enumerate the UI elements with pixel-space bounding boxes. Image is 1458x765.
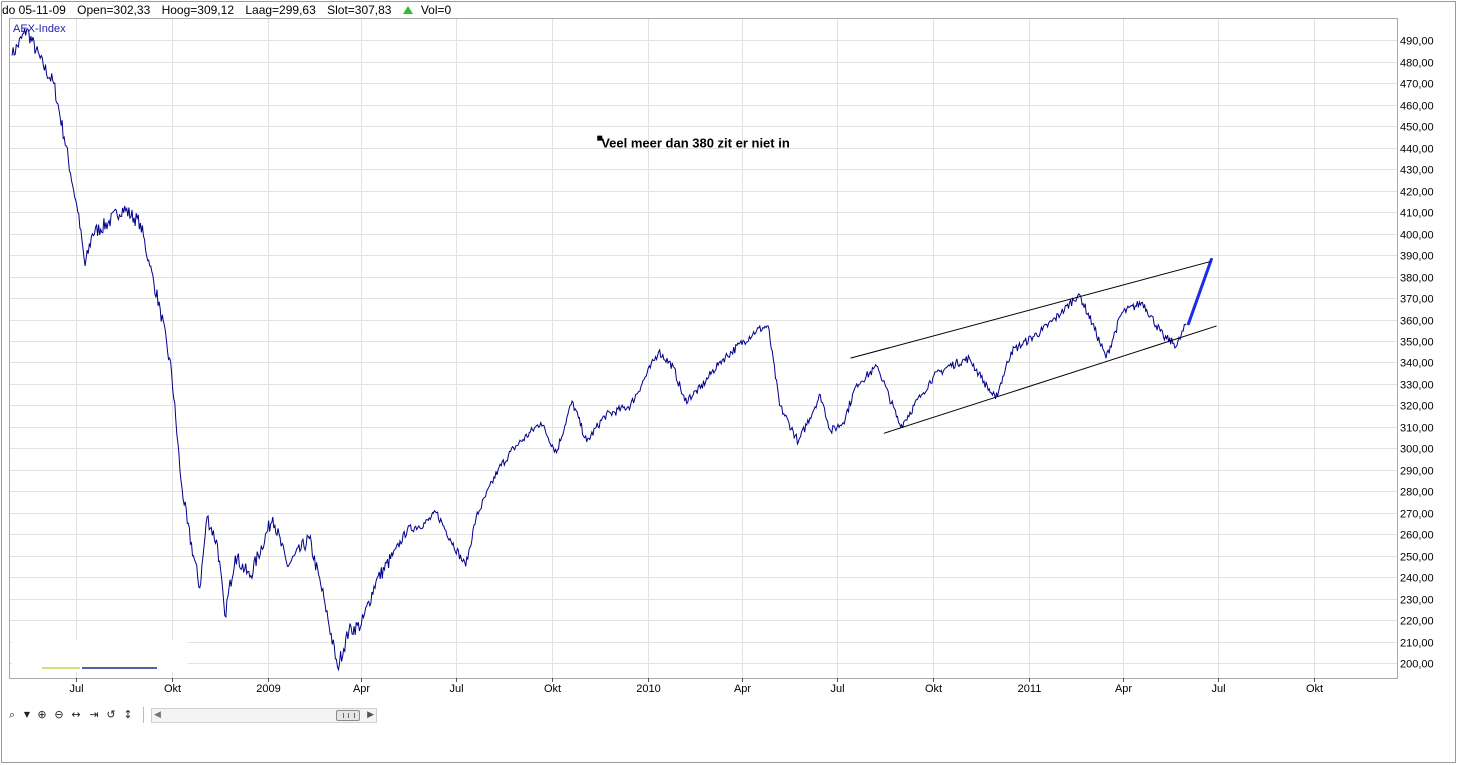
- y-tick-label: 290,00: [1400, 466, 1434, 478]
- y-tick-label: 250,00: [1400, 552, 1434, 564]
- scroll-grip-icon: [343, 713, 355, 718]
- fit-horizontal-icon[interactable]: ↔: [71, 708, 81, 721]
- y-tick-label: 260,00: [1400, 530, 1434, 542]
- date-readout: do 05-11-09: [2, 3, 66, 17]
- y-tick-label: 320,00: [1400, 401, 1434, 413]
- y-tick-label: 340,00: [1400, 358, 1434, 370]
- y-tick-label: 360,00: [1400, 316, 1434, 328]
- grid: [10, 19, 1397, 678]
- y-tick-label: 230,00: [1400, 595, 1434, 607]
- y-tick-label: 280,00: [1400, 487, 1434, 499]
- price-chart[interactable]: 200,00 210,00 220,00 230,00 240,00 250,00 260,…: [0, 0, 1458, 706]
- y-tick-label: 330,00: [1400, 380, 1434, 392]
- y-tick-label: 390,00: [1400, 251, 1434, 263]
- x-tick-label: Apr: [353, 683, 370, 695]
- y-tick-label: 410,00: [1400, 208, 1434, 220]
- y-tick-label: 270,00: [1400, 509, 1434, 521]
- x-tick-label: Okt: [1306, 683, 1323, 695]
- annotation: Veel meer dan 380 zit er niet in: [597, 135, 790, 151]
- low-readout: Laag=299,63: [245, 3, 316, 17]
- y-tick-label: 300,00: [1400, 444, 1434, 456]
- x-tick-label: Jul: [449, 683, 463, 695]
- y-tick-label: 220,00: [1400, 616, 1434, 628]
- y-tick-label: 480,00: [1400, 58, 1434, 70]
- y-tick-label: 400,00: [1400, 230, 1434, 242]
- reset-zoom-icon[interactable]: ↺: [106, 708, 116, 721]
- y-tick-label: 440,00: [1400, 144, 1434, 156]
- y-tick-label: 420,00: [1400, 187, 1434, 199]
- x-tick-label: Apr: [734, 683, 751, 695]
- horizontal-scrollbar[interactable]: ◀ ▶: [151, 708, 377, 723]
- y-tick-label: 370,00: [1400, 294, 1434, 306]
- y-tick-label: 450,00: [1400, 122, 1434, 134]
- fit-range-icon[interactable]: ⇥: [89, 708, 99, 721]
- x-tick-label: 2010: [636, 683, 660, 695]
- y-tick-label: 310,00: [1400, 423, 1434, 435]
- x-tick-label: Jul: [1211, 683, 1225, 695]
- y-tick-label: 210,00: [1400, 638, 1434, 650]
- plot-area-border: [9, 18, 1398, 679]
- toolbar-separator: [143, 707, 144, 723]
- dropdown-arrow-icon[interactable]: ▼: [23, 710, 31, 719]
- x-tick-label: Jul: [69, 683, 83, 695]
- x-tick-label: Okt: [164, 683, 181, 695]
- y-tick-label: 200,00: [1400, 659, 1434, 671]
- zoom-icon[interactable]: ⌕: [8, 708, 16, 721]
- series-layer: [11, 28, 1213, 672]
- y-tick-label: 240,00: [1400, 573, 1434, 585]
- trendline-lower[interactable]: [883, 325, 1217, 434]
- trendline-layer: [850, 261, 1217, 434]
- x-tick-label: 2009: [256, 683, 280, 695]
- x-tick-label: 2011: [1018, 683, 1042, 695]
- close-readout: Slot=307,83: [327, 3, 392, 17]
- y-axis: 200,00 210,00 220,00 230,00 240,00 250,00 260,…: [1400, 36, 1434, 671]
- x-tick-label: Jul: [830, 683, 844, 695]
- y-tick-label: 470,00: [1400, 79, 1434, 91]
- scroll-right-button[interactable]: ▶: [367, 710, 374, 720]
- x-tick-label: Apr: [1115, 683, 1132, 695]
- y-tick-label: 380,00: [1400, 273, 1434, 285]
- annotation-text: Veel meer dan 380 zit er niet in: [601, 136, 790, 151]
- legend-swatch-box: [12, 640, 188, 672]
- x-tick-label: Okt: [544, 683, 561, 695]
- y-tick-label: 430,00: [1400, 165, 1434, 177]
- x-axis: Jul Okt 2009 Apr Jul Okt 2010 Apr Jul Okt 2011 Apr J…: [69, 678, 1323, 695]
- annotation-handle[interactable]: [597, 135, 603, 141]
- scroll-left-button[interactable]: ◀: [154, 710, 161, 720]
- trendline-upper[interactable]: [850, 261, 1211, 359]
- zoom-out-icon[interactable]: ⊖: [54, 708, 64, 721]
- x-tick-label: Okt: [925, 683, 942, 695]
- y-tick-label: 350,00: [1400, 337, 1434, 349]
- up-arrow-icon: [402, 6, 413, 14]
- price-series-line: [11, 28, 1187, 672]
- y-tick-label: 460,00: [1400, 101, 1434, 113]
- ohlc-readout: do 05-11-09 Open=302,33 Hoog=309,12 Laag…: [2, 2, 1402, 18]
- projection-line: [1186, 257, 1213, 326]
- open-readout: Open=302,33: [77, 3, 151, 17]
- scroll-thumb[interactable]: [336, 710, 360, 721]
- legend-series-name: AEX-Index: [13, 23, 66, 35]
- high-readout: Hoog=309,12: [161, 3, 234, 17]
- y-tick-label: 490,00: [1400, 36, 1434, 48]
- volume-readout: Vol=0: [420, 3, 452, 17]
- chart-toolbar: ⌕ ▼ ⊕ ⊖ ↔ ⇥ ↺ ↕ ◀ ▶: [3, 706, 1443, 726]
- fit-vertical-icon[interactable]: ↕: [123, 708, 133, 721]
- zoom-in-icon[interactable]: ⊕: [37, 708, 47, 721]
